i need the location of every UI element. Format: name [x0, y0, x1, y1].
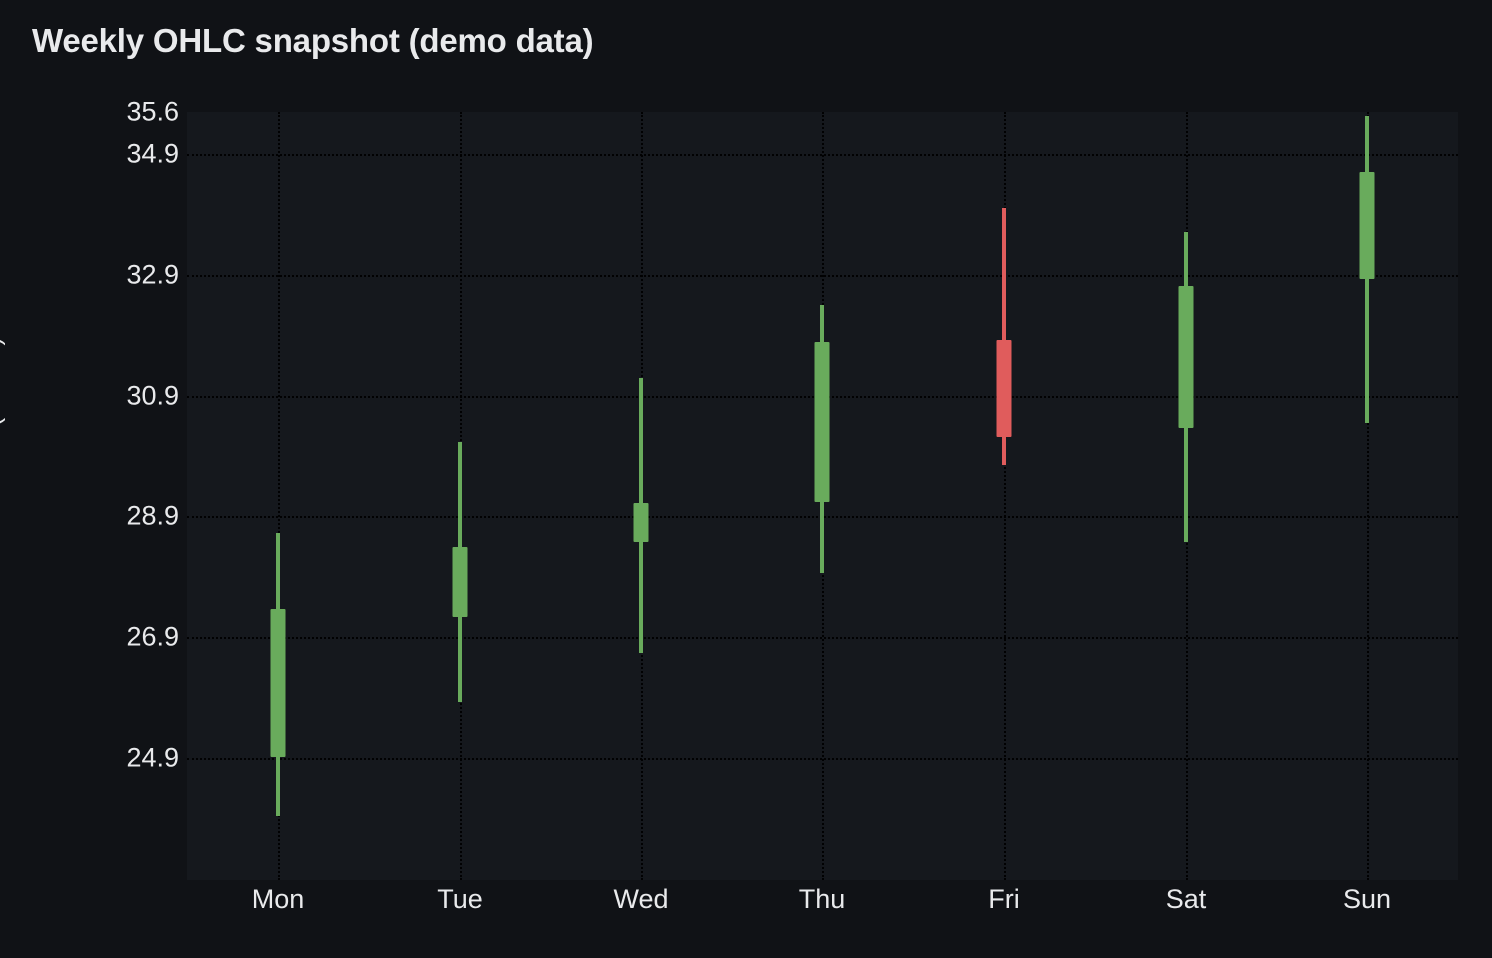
plot-area: [187, 112, 1458, 880]
y-tick-label: 32.9: [126, 259, 179, 290]
x-tick-label: Sun: [1342, 884, 1392, 914]
candlestick-body: [996, 340, 1012, 437]
candlestick-body: [1178, 286, 1194, 428]
gridline-vertical: [1367, 112, 1369, 880]
x-tick-label: Sat: [1165, 884, 1207, 914]
y-axis-label: Price (k USD): [0, 337, 6, 490]
y-tick-label: 35.6: [126, 96, 179, 127]
x-tick-label: Tue: [437, 884, 483, 914]
y-tick-label: 24.9: [126, 742, 179, 773]
candlestick-body: [270, 609, 286, 757]
y-tick-label: 28.9: [126, 500, 179, 531]
y-tick-label: 34.9: [126, 138, 179, 169]
x-tick-label: Wed: [613, 884, 669, 914]
candlestick-wick: [1002, 208, 1006, 465]
x-tick-label: Thu: [798, 884, 846, 914]
y-tick-label: 26.9: [126, 621, 179, 652]
gridline-vertical: [278, 112, 280, 880]
candlestick-body: [633, 503, 649, 542]
candlestick-body: [814, 342, 830, 502]
candlestick-body: [1359, 172, 1375, 279]
chart-title: Weekly OHLC snapshot (demo data): [32, 22, 594, 59]
x-tick-label: Fri: [988, 884, 1020, 914]
y-tick-label: 30.9: [126, 380, 179, 411]
candlestick-body: [452, 547, 468, 617]
gridline-vertical: [1004, 112, 1006, 880]
x-tick-label: Mon: [251, 884, 305, 914]
